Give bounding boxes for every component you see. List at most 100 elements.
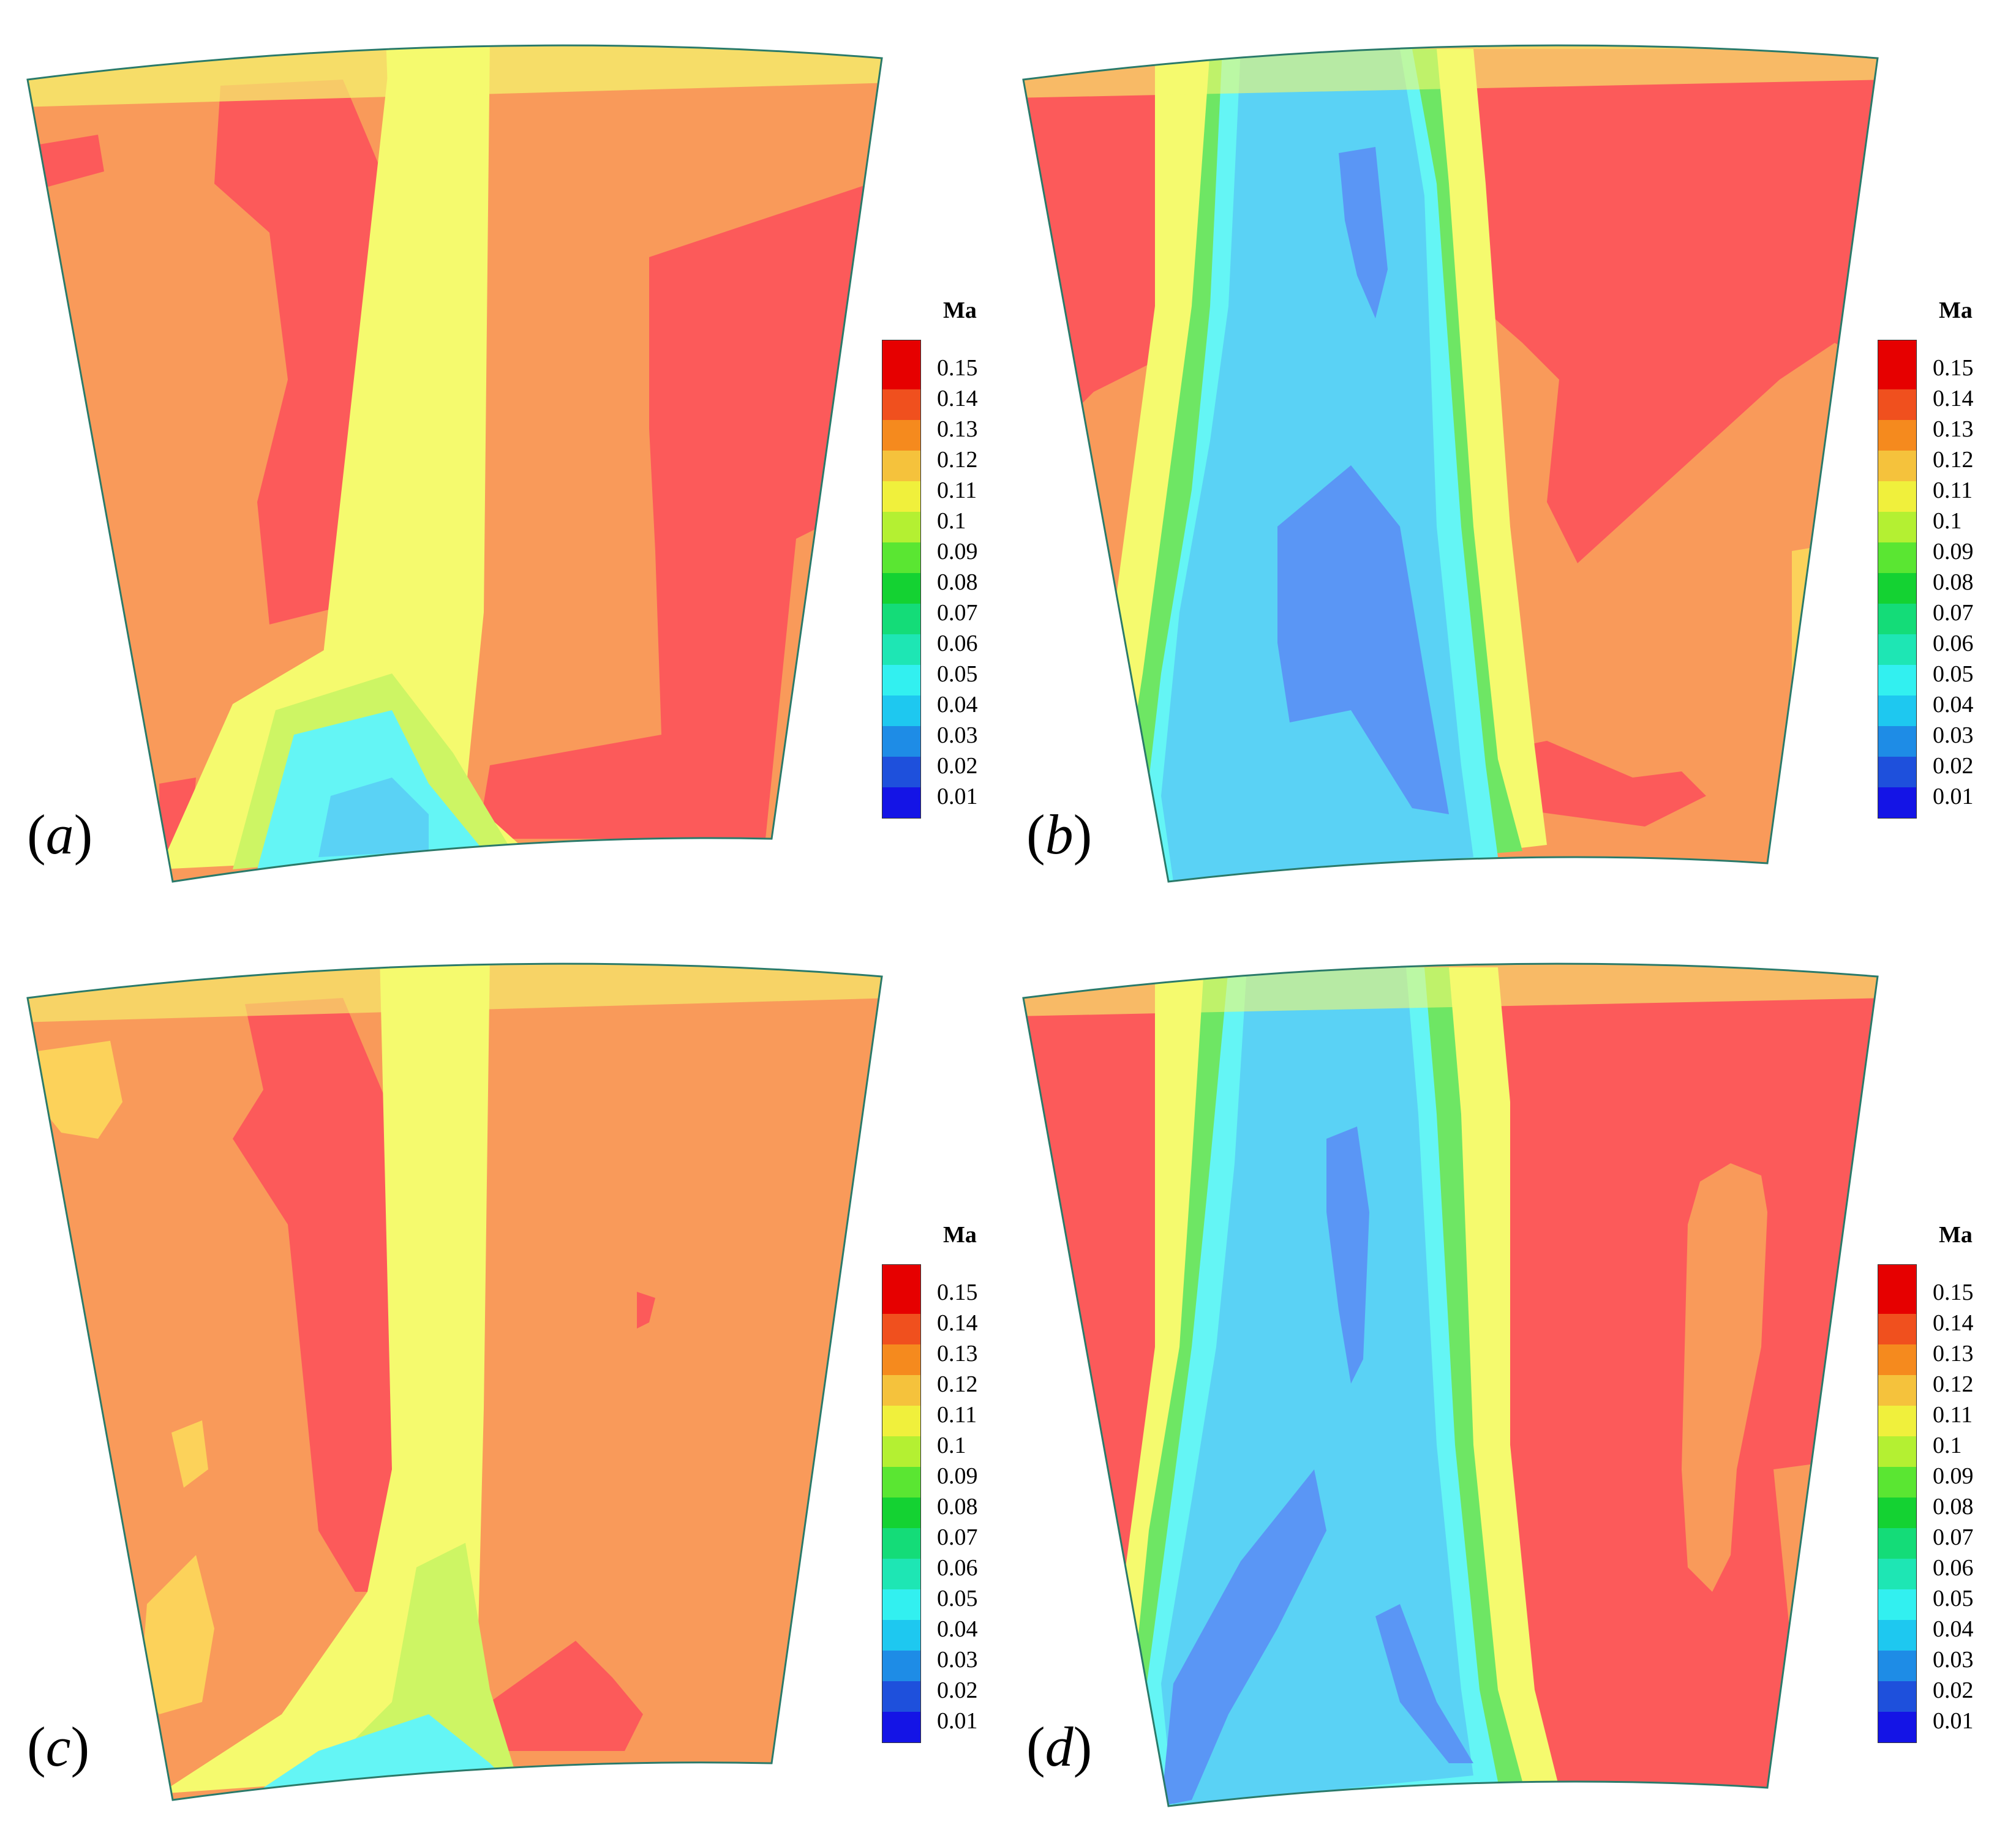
colorbar-swatch [1878,340,1916,359]
colorbar-swatch [1878,389,1916,420]
colorbar-swatch [1878,695,1916,726]
colorbar-tick-label: 0.12 [1933,1371,1974,1397]
colorbar-tick-label: 0.03 [937,722,978,748]
colorbar-swatch [882,757,920,787]
colorbar-swatch [882,1406,920,1436]
colorbar-swatch [882,1620,920,1651]
colorbar-tick-label: 0.13 [937,416,978,442]
colorbar-tick-label: 0.06 [937,631,978,656]
panel-label-b: (b) [1026,803,1093,866]
panel-label-d: (d) [1026,1715,1093,1778]
colorbar-swatch [1878,1498,1916,1528]
colorbar-tick-label: 0.14 [1933,386,1974,411]
colorbar-tick-label: 0.07 [937,600,978,626]
colorbar-tick-label: 0.15 [937,355,978,381]
panel-a: (a) [0,0,1008,918]
colorbar-tick-label: 0.01 [937,1708,978,1734]
contour-plot-a [26,44,883,883]
colorbar-tick-label: 0.08 [937,569,978,595]
colorbar-swatch [882,1467,920,1498]
colorbar-tick-label: 0.14 [937,386,978,411]
colorbar-swatch [882,604,920,634]
colorbar-tick-label: 0.12 [937,1371,978,1397]
colorbar-tick-label: 0.09 [1933,1463,1974,1489]
colorbar-swatch [882,1528,920,1559]
colorbar-swatch [1878,665,1916,695]
colorbar-swatch [882,512,920,542]
colorbar-tick-label: 0.04 [937,692,978,718]
colorbar-swatch [1878,1436,1916,1467]
colorbar-swatch [1878,512,1916,542]
colorbar-swatch [882,1265,920,1283]
colorbar-tick-label: 0.13 [1933,416,1974,442]
colorbar-swatch [882,1344,920,1375]
colorbar-swatch [882,359,920,389]
colorbar-swatch [1878,1681,1916,1712]
colorbar-swatch [1878,359,1916,389]
colorbar-swatch [882,1559,920,1589]
colorbar-tick-label: 0.06 [1933,1555,1974,1581]
colorbar-swatch [1878,1283,1916,1314]
colorbar-swatch [1878,1375,1916,1406]
colorbar-tick-label: 0.01 [937,784,978,809]
colorbar-swatch [882,726,920,757]
colorbar-swatch [882,389,920,420]
colorbar-swatch [1878,1265,1916,1283]
legend-title: Ma [943,1222,977,1248]
colorbar-tick-label: 0.11 [1933,1402,1973,1428]
contour-plot-d [1022,962,1879,1807]
colorbar-swatch [882,451,920,481]
colorbar [1878,340,1917,819]
colorbar-tick-label: 0.13 [1933,1341,1974,1366]
colorbar-tick-label: 0.02 [937,1678,978,1703]
colorbar-tick-label: 0.15 [1933,355,1974,381]
panel-b: (b) [1008,0,2016,918]
colorbar-swatch [1878,1559,1916,1589]
colorbar-tick-label: 0.14 [1933,1310,1974,1336]
colorbar-tick-label: 0.06 [937,1555,978,1581]
colorbar [1878,1264,1917,1743]
colorbar-tick-label: 0.06 [1933,631,1974,656]
colorbar-tick-label: 0.1 [937,1433,966,1458]
colorbar-tick-label: 0.07 [1933,1524,1974,1550]
colorbar-tick-label: 0.01 [1933,784,1974,809]
colorbar-swatch [882,1436,920,1467]
colorbar-tick-label: 0.05 [937,661,978,687]
colorbar-tick-label: 0.04 [937,1616,978,1642]
colorbar-swatch [1878,1620,1916,1651]
colorbar-swatch [1878,1651,1916,1681]
colorbar-tick-label: 0.01 [1933,1708,1974,1734]
contour-plot-b [1022,44,1879,883]
colorbar-tick-label: 0.09 [1933,539,1974,564]
colorbar-swatch [882,542,920,573]
colorbar-tick-label: 0.08 [1933,569,1974,595]
colorbar-swatch [1878,1467,1916,1498]
colorbar-swatch [882,787,920,818]
colorbar-tick-label: 0.1 [1933,1433,1962,1458]
colorbar-tick-label: 0.1 [1933,508,1962,534]
colorbar-swatch [882,634,920,665]
panel-d: (d) [1008,918,2016,1822]
colorbar-tick-label: 0.08 [937,1494,978,1520]
colorbar-swatch [1878,542,1916,573]
colorbar-swatch [1878,573,1916,604]
colorbar-tick-label: 0.05 [937,1586,978,1611]
colorbar-swatch [1878,757,1916,787]
colorbar-swatch [882,573,920,604]
colorbar-swatch [1878,420,1916,451]
colorbar [882,1264,921,1743]
colorbar-tick-label: 0.11 [937,478,977,503]
colorbar-swatch [882,340,920,359]
colorbar-tick-label: 0.08 [1933,1494,1974,1520]
legend-title: Ma [1939,1222,1973,1248]
contour-plot-c [26,962,883,1801]
legend-title: Ma [943,298,977,323]
colorbar-swatch [882,481,920,512]
colorbar-swatch [1878,1712,1916,1742]
colorbar-tick-label: 0.02 [937,753,978,779]
colorbar-swatch [1878,787,1916,818]
colorbar-tick-label: 0.02 [1933,753,1974,779]
colorbar-swatch [1878,1314,1916,1344]
colorbar-swatch [882,1498,920,1528]
colorbar-tick-label: 0.04 [1933,692,1974,718]
